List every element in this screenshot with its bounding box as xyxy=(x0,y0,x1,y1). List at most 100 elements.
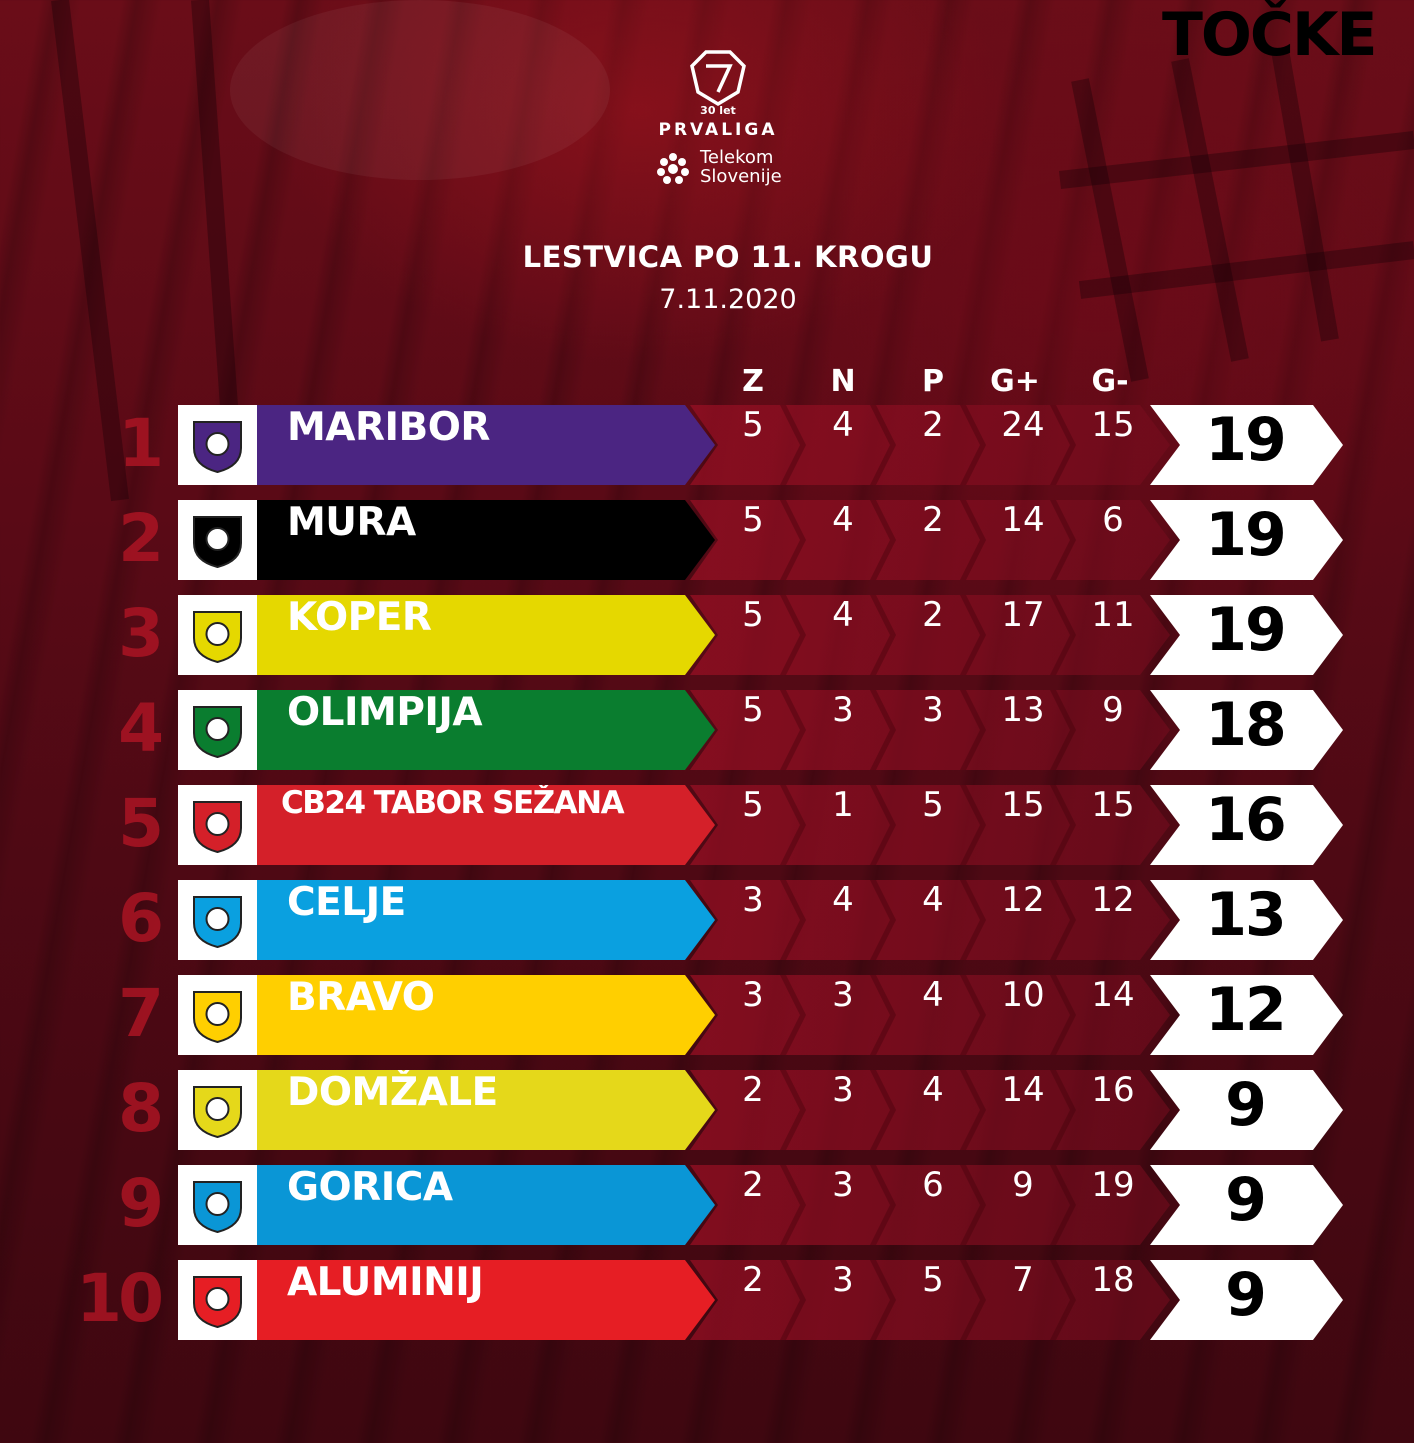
stat-draws: 3 xyxy=(832,975,854,1015)
points-box xyxy=(1150,785,1343,865)
rank-number: 10 xyxy=(76,1260,164,1337)
stat-draws: 3 xyxy=(832,1260,854,1300)
stat-draws: 4 xyxy=(832,500,854,540)
team-logo xyxy=(178,1165,257,1245)
rank-number: 2 xyxy=(118,500,164,577)
stat-goals-against: 6 xyxy=(1102,500,1124,540)
stat-goals-against: 16 xyxy=(1091,1070,1135,1110)
table-row: 1 MARIBOR 5 4 2 24 15 19 xyxy=(0,405,1414,485)
league-name: PRVALIGA xyxy=(658,120,778,140)
stat-losses: 2 xyxy=(922,405,944,445)
stat-wins: 2 xyxy=(742,1260,764,1300)
team-name: MURA xyxy=(287,500,416,545)
stat-losses: 2 xyxy=(922,595,944,635)
stat-losses: 2 xyxy=(922,500,944,540)
table-row: 3 KOPER 5 4 2 17 11 19 xyxy=(0,595,1414,675)
points-value: 18 xyxy=(1205,690,1287,760)
stat-goals-for: 7 xyxy=(1012,1260,1034,1300)
table-row: 8 DOMŽALE 2 3 4 14 16 9 xyxy=(0,1070,1414,1150)
stat-goals-for: 10 xyxy=(1001,975,1045,1015)
stat-goals-against: 19 xyxy=(1091,1165,1135,1205)
team-bar: KOPER xyxy=(257,595,715,675)
stats-background xyxy=(690,1260,1170,1340)
stat-wins: 5 xyxy=(742,690,764,730)
points-value: 9 xyxy=(1225,1165,1267,1235)
team-logo xyxy=(178,690,257,770)
anniversary-badge: 30 let xyxy=(700,104,736,117)
team-logo xyxy=(178,975,257,1055)
team-bar: CB24 TABOR SEŽANA xyxy=(257,785,715,865)
olimpija-crest-icon xyxy=(193,706,242,759)
team-name: OLIMPIJA xyxy=(287,690,483,735)
points-box xyxy=(1150,595,1343,675)
rank-number: 1 xyxy=(118,405,164,482)
points-box xyxy=(1150,500,1343,580)
rank-number: 5 xyxy=(118,785,164,862)
bravo-crest-icon xyxy=(193,991,242,1044)
stat-goals-against: 18 xyxy=(1091,1260,1135,1300)
table-row: 9 GORICA 2 3 6 9 19 9 xyxy=(0,1165,1414,1245)
stat-goals-against: 11 xyxy=(1091,595,1135,635)
stat-goals-for: 15 xyxy=(1001,785,1045,825)
stat-losses: 6 xyxy=(922,1165,944,1205)
page-date: 7.11.2020 xyxy=(659,284,797,315)
team-logo xyxy=(178,595,257,675)
aluminij-crest-icon xyxy=(193,1276,242,1329)
column-header-p: P xyxy=(922,364,944,399)
stat-goals-for: 14 xyxy=(1001,500,1045,540)
stat-draws: 3 xyxy=(832,690,854,730)
column-header-goals-against: G- xyxy=(1091,364,1129,399)
team-bar: DOMŽALE xyxy=(257,1070,715,1150)
points-box xyxy=(1150,1260,1343,1340)
page-title: LESTVICA PO 11. KROGU xyxy=(522,240,934,274)
stats-background xyxy=(690,690,1170,770)
team-bar: MURA xyxy=(257,500,715,580)
table-row: 4 OLIMPIJA 5 3 3 13 9 18 xyxy=(0,690,1414,770)
team-name: BRAVO xyxy=(287,975,435,1020)
team-logo xyxy=(178,1070,257,1150)
stat-draws: 4 xyxy=(832,880,854,920)
table-row: 6 CELJE 3 4 4 12 12 13 xyxy=(0,880,1414,960)
points-box xyxy=(1150,880,1343,960)
stat-wins: 3 xyxy=(742,975,764,1015)
rank-number: 7 xyxy=(118,975,164,1052)
points-value: 19 xyxy=(1205,500,1287,570)
points-value: 19 xyxy=(1205,595,1287,665)
stat-goals-for: 9 xyxy=(1012,1165,1034,1205)
stat-goals-against: 15 xyxy=(1091,405,1135,445)
stat-goals-for: 13 xyxy=(1001,690,1045,730)
team-bar: MARIBOR xyxy=(257,405,715,485)
points-value: 16 xyxy=(1205,785,1287,855)
stat-wins: 5 xyxy=(742,405,764,445)
stat-goals-against: 14 xyxy=(1091,975,1135,1015)
telekom-logo-icon xyxy=(657,153,689,184)
team-logo xyxy=(178,785,257,865)
stat-goals-against: 15 xyxy=(1091,785,1135,825)
points-value: 19 xyxy=(1205,405,1287,475)
tabor-crest-icon xyxy=(193,801,242,854)
stats-background xyxy=(690,1165,1170,1245)
sponsor-name: Telekom Slovenije xyxy=(700,147,782,187)
points-value: 9 xyxy=(1225,1070,1267,1140)
points-box xyxy=(1150,1070,1343,1150)
maribor-crest-icon xyxy=(193,421,242,474)
stat-draws: 1 xyxy=(832,785,854,825)
domzale-crest-icon xyxy=(193,1086,242,1139)
points-box xyxy=(1150,975,1343,1055)
stat-draws: 3 xyxy=(832,1070,854,1110)
stat-goals-against: 9 xyxy=(1102,690,1124,730)
stat-losses: 4 xyxy=(922,1070,944,1110)
team-logo xyxy=(178,1260,257,1340)
stat-losses: 4 xyxy=(922,880,944,920)
table-row: 7 BRAVO 3 3 4 10 14 12 xyxy=(0,975,1414,1055)
column-header-goals-for: G+ xyxy=(990,364,1040,399)
stat-goals-for: 14 xyxy=(1001,1070,1045,1110)
team-name: DOMŽALE xyxy=(287,1070,498,1115)
rank-number: 3 xyxy=(118,595,164,672)
stat-losses: 3 xyxy=(922,690,944,730)
points-box xyxy=(1150,1165,1343,1245)
stat-losses: 4 xyxy=(922,975,944,1015)
column-header-points: TOČKE xyxy=(1162,0,1377,70)
team-bar: OLIMPIJA xyxy=(257,690,715,770)
stat-goals-for: 24 xyxy=(1001,405,1045,445)
